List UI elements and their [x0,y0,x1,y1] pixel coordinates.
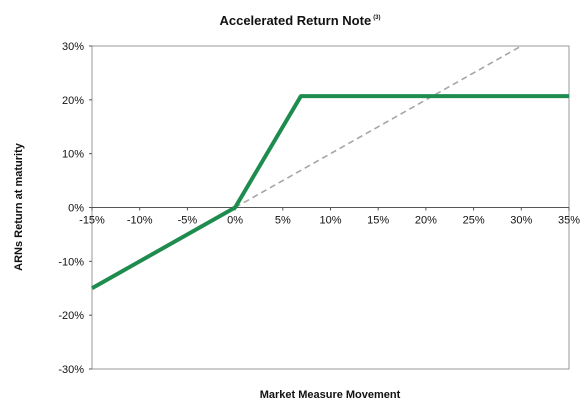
x-tick-label: 5% [275,215,291,227]
chart-title-footnote: (3) [373,15,380,21]
y-axis-label: ARNs Return at maturity [13,142,25,271]
x-tick-label: -5% [178,215,198,227]
x-axis-label: Market Measure Movement [260,389,401,401]
x-tick-label: 0% [227,215,243,227]
y-tick-label: 30% [62,41,84,53]
y-tick-label: -30% [58,364,84,376]
x-tick-label: -10% [127,215,153,227]
y-tick-label: -20% [58,310,84,322]
chart-title: Accelerated Return Note (3) [219,13,380,28]
chart-title-text: Accelerated Return Note [219,13,371,28]
x-tick-label: 25% [463,215,485,227]
y-tick-label: -10% [58,256,84,268]
arn-return-line [91,94,569,290]
x-axis-ticks: -15% -10% -5% 0% 5% 10% 15% 20% 25% 30% 35% [79,207,580,227]
x-tick-label: 30% [510,215,532,227]
x-tick-label: 15% [367,215,389,227]
x-tick-label: -15% [79,215,105,227]
x-tick-label: 35% [558,215,580,227]
y-axis-ticks: 30% 20% 10% 0% -10% -20% -30% [58,41,92,376]
y-tick-label: 20% [62,95,84,107]
x-tick-label: 10% [319,215,341,227]
y-tick-label: 0% [68,203,84,215]
x-tick-label: 20% [415,215,437,227]
y-tick-label: 10% [62,149,84,161]
reference-dashed-line [234,45,522,209]
series-layer [91,45,569,290]
